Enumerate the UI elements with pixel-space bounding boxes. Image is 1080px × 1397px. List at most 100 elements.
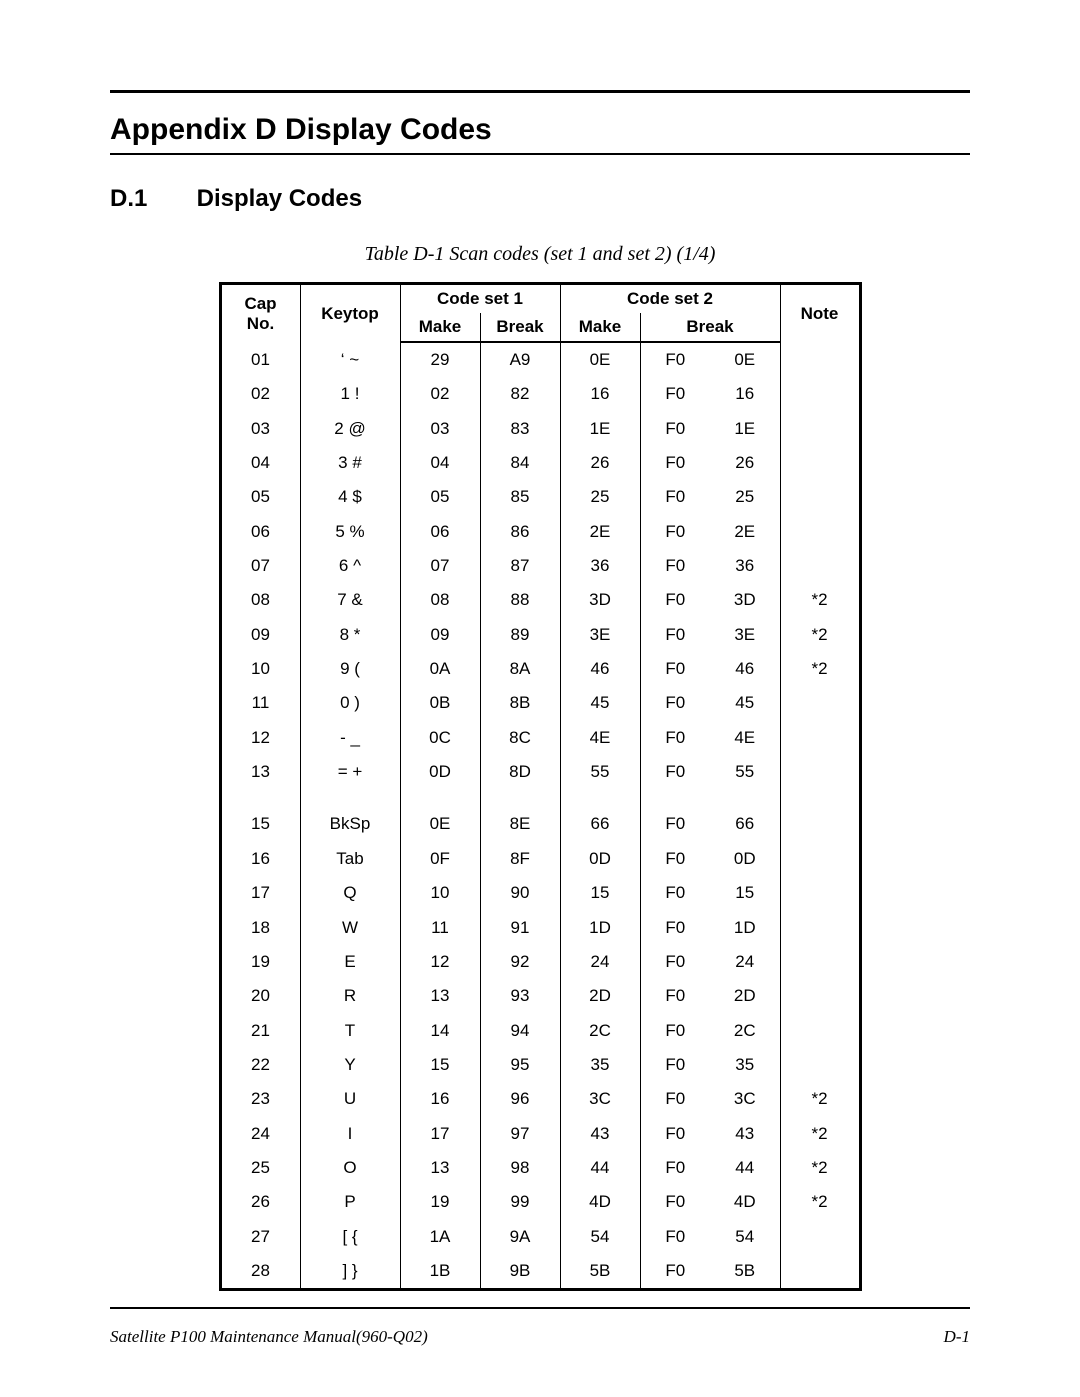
cell-make1: 17 [400, 1117, 480, 1151]
cell-keytop: W [300, 911, 400, 945]
cell-cap: 03 [220, 412, 300, 446]
cell-cap: 18 [220, 911, 300, 945]
cell-break1: 96 [480, 1082, 560, 1116]
cell-break2a: F0 [640, 1014, 710, 1048]
cell-break2b: 16 [710, 377, 780, 411]
cell-note [780, 1014, 860, 1048]
cell-break2a: F0 [640, 549, 710, 583]
table-header: Cap No. Keytop Code set 1 Code set 2 Not… [220, 284, 860, 343]
table-row: 27[ {1A9A54F054 [220, 1220, 860, 1254]
cell-make1: 02 [400, 377, 480, 411]
cell-break2a: F0 [640, 1082, 710, 1116]
cell-break1: 8E [480, 807, 560, 841]
cell-keytop: R [300, 979, 400, 1013]
table-row: 23U16963CF03C*2 [220, 1082, 860, 1116]
cell-cap: 24 [220, 1117, 300, 1151]
section-name: Display Codes [197, 185, 362, 212]
cell-break1: 9B [480, 1254, 560, 1290]
cell-make2: 35 [560, 1048, 640, 1082]
cell-keytop: BkSp [300, 807, 400, 841]
cell-break2a: F0 [640, 480, 710, 514]
table-row: 13= +0D8D55F055 [220, 755, 860, 789]
cell-make1: 13 [400, 1151, 480, 1185]
cell-note [780, 1254, 860, 1290]
cell-break2a: F0 [640, 1048, 710, 1082]
cell-make2: 0E [560, 342, 640, 377]
cell-make2: 26 [560, 446, 640, 480]
cell-keytop: Tab [300, 842, 400, 876]
cell-break2a: F0 [640, 412, 710, 446]
cell-make1: 0F [400, 842, 480, 876]
table-row: 01‘ ~29A90EF00E [220, 342, 860, 377]
col-make1: Make [400, 313, 480, 342]
cell-keytop: 2 @ [300, 412, 400, 446]
cell-note: *2 [780, 618, 860, 652]
cell-note: *2 [780, 1117, 860, 1151]
table-row: 109 (0A8A46F046*2 [220, 652, 860, 686]
cell-cap: 15 [220, 807, 300, 841]
table-row: 043 #048426F026 [220, 446, 860, 480]
section-number: D.1 [110, 185, 190, 213]
cell-break1: 8B [480, 686, 560, 720]
cell-note: *2 [780, 652, 860, 686]
cell-note [780, 1048, 860, 1082]
cell-break2a: F0 [640, 618, 710, 652]
cell-break1: 8A [480, 652, 560, 686]
cell-make2: 1E [560, 412, 640, 446]
table-row: 032 @03831EF01E [220, 412, 860, 446]
cell-break2b: 2D [710, 979, 780, 1013]
cell-cap: 12 [220, 721, 300, 755]
cell-make2: 16 [560, 377, 640, 411]
cell-break2b: 1E [710, 412, 780, 446]
cell-break1: 97 [480, 1117, 560, 1151]
footer: Satellite P100 Maintenance Manual(960-Q0… [110, 1327, 970, 1347]
cell-make2: 46 [560, 652, 640, 686]
cell-break2b: 26 [710, 446, 780, 480]
col-note: Note [780, 284, 860, 343]
cell-cap: 22 [220, 1048, 300, 1082]
table-row: 22Y159535F035 [220, 1048, 860, 1082]
cell-make1: 13 [400, 979, 480, 1013]
cell-break2b: 0D [710, 842, 780, 876]
cell-break2b: 3E [710, 618, 780, 652]
cell-make2: 5B [560, 1254, 640, 1290]
cell-note: *2 [780, 1151, 860, 1185]
cell-note: *2 [780, 583, 860, 617]
cell-break2b: 45 [710, 686, 780, 720]
cell-break1: A9 [480, 342, 560, 377]
cell-cap: 27 [220, 1220, 300, 1254]
cell-cap: 25 [220, 1151, 300, 1185]
cell-note [780, 412, 860, 446]
cell-break2a: F0 [640, 807, 710, 841]
cell-break1: 95 [480, 1048, 560, 1082]
cell-cap: 28 [220, 1254, 300, 1290]
table-row: 18W11911DF01D [220, 911, 860, 945]
cell-make1: 16 [400, 1082, 480, 1116]
cell-break2b: 44 [710, 1151, 780, 1185]
cell-break1: 92 [480, 945, 560, 979]
cell-break1: 89 [480, 618, 560, 652]
table-row [220, 789, 860, 807]
cell-make2: 15 [560, 876, 640, 910]
cell-break2b: 4D [710, 1185, 780, 1219]
cell-break1: 87 [480, 549, 560, 583]
table-row: 21T14942CF02C [220, 1014, 860, 1048]
cell-cap: 26 [220, 1185, 300, 1219]
cell-make2: 2D [560, 979, 640, 1013]
cell-note [780, 480, 860, 514]
cell-break2a: F0 [640, 446, 710, 480]
cell-cap: 04 [220, 446, 300, 480]
cell-make1: 0B [400, 686, 480, 720]
cell-make2: 43 [560, 1117, 640, 1151]
cell-note [780, 721, 860, 755]
cell-keytop: 9 ( [300, 652, 400, 686]
cell-cap: 19 [220, 945, 300, 979]
cell-break1: 88 [480, 583, 560, 617]
cell-break1: 93 [480, 979, 560, 1013]
cell-note [780, 755, 860, 789]
cell-break1: 99 [480, 1185, 560, 1219]
table-row: 098 *09893EF03E*2 [220, 618, 860, 652]
cell-cap: 16 [220, 842, 300, 876]
cell-note [780, 549, 860, 583]
table-row: 021 !028216F016 [220, 377, 860, 411]
